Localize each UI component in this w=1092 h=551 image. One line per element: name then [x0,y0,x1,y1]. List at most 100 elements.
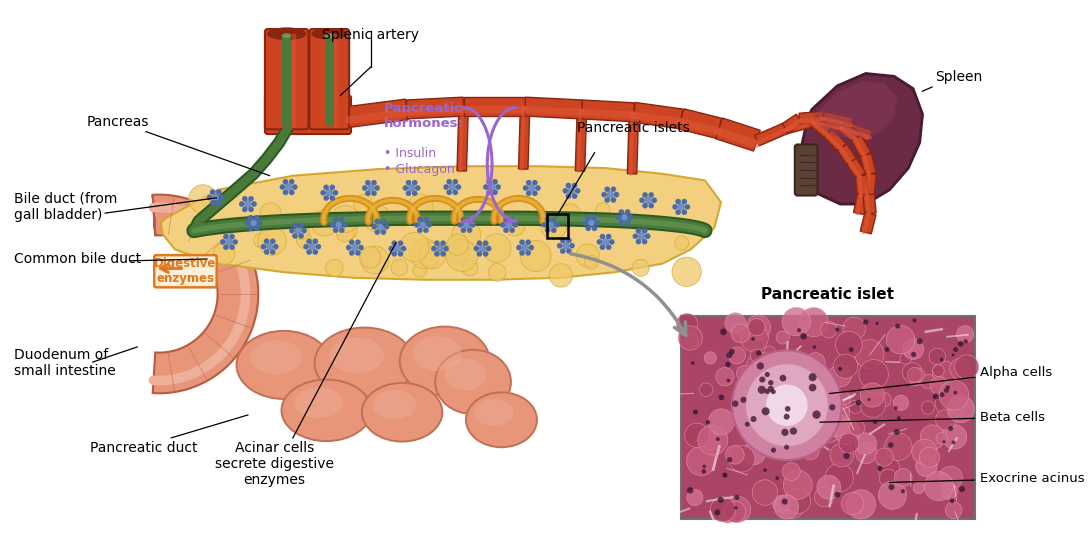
Ellipse shape [282,33,292,38]
Circle shape [902,363,922,382]
Text: • Insulin: • Insulin [384,147,437,160]
Circle shape [505,215,525,236]
Circle shape [216,190,222,195]
Circle shape [589,220,595,226]
Circle shape [933,361,956,385]
Circle shape [562,242,569,249]
Circle shape [850,420,865,436]
Circle shape [474,246,479,251]
Circle shape [606,245,612,250]
Polygon shape [822,111,853,129]
Circle shape [582,220,587,226]
Circle shape [746,353,775,382]
Circle shape [736,365,751,381]
Circle shape [364,205,391,232]
Polygon shape [161,166,721,280]
Circle shape [802,442,819,460]
Text: Pancreatic duct: Pancreatic duct [90,441,198,455]
Circle shape [750,416,757,422]
Ellipse shape [312,29,346,39]
Circle shape [375,229,380,235]
Circle shape [636,239,641,244]
FancyBboxPatch shape [795,144,818,196]
Circle shape [566,183,571,188]
Circle shape [808,373,817,381]
Circle shape [330,196,335,201]
Circle shape [289,190,295,195]
Circle shape [848,400,863,413]
Polygon shape [632,102,682,129]
Polygon shape [524,97,582,119]
Circle shape [551,228,557,233]
Ellipse shape [361,383,442,441]
Circle shape [606,234,612,239]
Circle shape [429,198,451,220]
Circle shape [799,307,829,337]
Circle shape [778,354,804,380]
Circle shape [885,347,890,352]
Circle shape [592,215,597,220]
Circle shape [749,369,767,386]
Circle shape [477,241,483,246]
FancyBboxPatch shape [265,95,351,134]
Circle shape [551,217,557,222]
Circle shape [355,250,360,256]
Circle shape [936,388,965,418]
Circle shape [566,193,571,199]
Circle shape [248,226,253,231]
Polygon shape [810,116,832,137]
Polygon shape [812,115,843,132]
Circle shape [916,338,923,344]
Polygon shape [838,144,856,165]
Circle shape [547,222,554,228]
Circle shape [771,389,775,394]
Circle shape [568,187,574,194]
Circle shape [529,185,535,191]
Circle shape [264,239,270,244]
Circle shape [715,368,734,386]
Circle shape [951,353,954,356]
Circle shape [595,203,610,217]
Circle shape [335,222,342,228]
Circle shape [686,334,698,347]
Circle shape [913,482,925,494]
Circle shape [782,307,810,336]
Circle shape [575,188,580,193]
Circle shape [913,318,916,322]
Polygon shape [839,122,859,142]
Bar [681,316,974,519]
Circle shape [619,209,624,215]
Circle shape [293,223,298,228]
Circle shape [446,240,477,272]
Circle shape [632,260,650,277]
Circle shape [569,243,574,249]
Circle shape [859,360,889,389]
Polygon shape [458,106,468,171]
Circle shape [728,446,755,472]
Circle shape [397,251,403,257]
Ellipse shape [444,358,486,391]
Circle shape [936,409,957,430]
Circle shape [253,233,269,248]
Circle shape [242,207,248,212]
Circle shape [911,352,916,357]
Circle shape [503,217,509,222]
Circle shape [915,455,937,477]
Circle shape [381,219,387,224]
Circle shape [681,209,687,215]
Circle shape [418,242,446,269]
Circle shape [939,466,962,489]
Circle shape [223,234,228,239]
Circle shape [781,429,788,436]
Circle shape [371,180,377,185]
Circle shape [699,383,713,397]
Circle shape [805,360,818,373]
Circle shape [443,246,449,251]
Circle shape [848,347,854,352]
Circle shape [223,245,228,250]
Circle shape [724,501,746,522]
Circle shape [704,352,716,364]
Circle shape [293,223,309,240]
Circle shape [719,395,724,400]
Circle shape [625,209,630,215]
